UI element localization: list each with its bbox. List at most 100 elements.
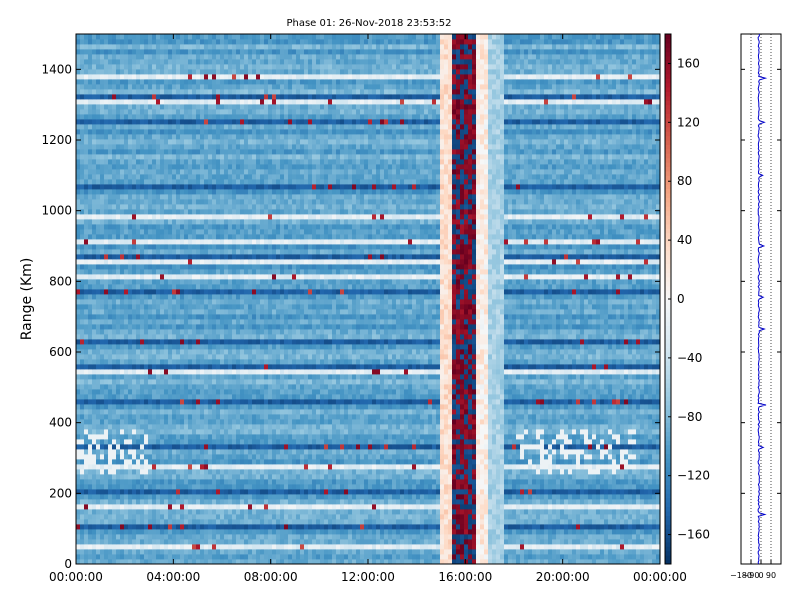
heatmap-cell [424, 459, 429, 465]
heatmap-cell [472, 534, 477, 540]
heatmap-cell [180, 519, 185, 525]
heatmap-cell [624, 444, 629, 450]
heatmap-cell [184, 519, 189, 525]
heatmap-cell [112, 464, 117, 470]
heatmap-cell [312, 429, 317, 435]
heatmap-cell [612, 424, 617, 430]
heatmap-cell [276, 459, 281, 465]
heatmap-cell [440, 454, 445, 460]
heatmap-cell [620, 439, 625, 445]
heatmap-cell [460, 419, 465, 425]
heatmap-cell [80, 454, 85, 460]
heatmap-cell [356, 509, 361, 515]
heatmap-cell [360, 494, 365, 500]
heatmap-cell [340, 489, 345, 495]
heatmap-cell [168, 444, 173, 450]
heatmap-cell [164, 559, 169, 565]
heatmap-cell [132, 494, 137, 500]
heatmap-cell [440, 469, 445, 475]
heatmap-cell [312, 514, 317, 520]
heatmap-cell [608, 419, 613, 425]
heatmap-cell [384, 469, 389, 475]
heatmap-cell [508, 439, 513, 445]
heatmap-cell [92, 414, 97, 420]
heatmap-cell [232, 449, 237, 455]
heatmap-cell [92, 484, 97, 490]
heatmap-cell [320, 549, 325, 555]
heatmap-cell [200, 509, 205, 515]
heatmap-cell [240, 529, 245, 535]
heatmap-cell [248, 509, 253, 515]
heatmap-cell [220, 534, 225, 540]
heatmap-cell [264, 449, 269, 455]
heatmap-cell [536, 474, 541, 480]
heatmap-cell [548, 464, 553, 470]
heatmap-cell [336, 514, 341, 520]
heatmap-cell [412, 439, 417, 445]
heatmap-cell [104, 394, 109, 400]
heatmap-cell [520, 474, 525, 480]
heatmap-cell [348, 489, 353, 495]
heatmap-cell [636, 429, 641, 435]
heatmap-cell [228, 434, 233, 440]
heatmap-cell [496, 559, 501, 565]
heatmap-cell [632, 489, 637, 495]
heatmap-cell [240, 459, 245, 465]
heatmap-cell [384, 404, 389, 410]
heatmap-cell [192, 509, 197, 515]
heatmap-cell [464, 444, 469, 450]
heatmap-cell [520, 484, 525, 490]
heatmap-cell [308, 539, 313, 545]
heatmap-cell [540, 454, 545, 460]
heatmap-cell [620, 464, 625, 470]
heatmap-cell [456, 554, 461, 560]
heatmap-cell [300, 419, 305, 425]
heatmap-cell [396, 444, 401, 450]
heatmap-cell [456, 419, 461, 425]
heatmap-cell [588, 524, 593, 530]
heatmap-cell [540, 549, 545, 555]
heatmap-cell [208, 529, 213, 535]
heatmap-cell [620, 419, 625, 425]
heatmap-cell [624, 489, 629, 495]
heatmap-cell [580, 399, 585, 405]
heatmap-cell [448, 464, 453, 470]
heatmap-cell [328, 399, 333, 405]
heatmap-cell [252, 444, 257, 450]
heatmap-cell [560, 514, 565, 520]
heatmap-cell [152, 424, 157, 430]
heatmap-cell [520, 494, 525, 500]
heatmap-cell [516, 559, 521, 565]
heatmap-cell [200, 504, 205, 510]
heatmap-cell [440, 514, 445, 520]
heatmap-cell [364, 554, 369, 560]
heatmap-cell [632, 399, 637, 405]
heatmap-cell [196, 409, 201, 415]
heatmap-cell [340, 484, 345, 490]
heatmap-cell [428, 524, 433, 530]
heatmap-cell [656, 434, 661, 440]
heatmap-cell [540, 534, 545, 540]
heatmap-cell [108, 429, 113, 435]
heatmap-cell [604, 539, 609, 545]
heatmap-cell [636, 399, 641, 405]
heatmap-cell [300, 394, 305, 400]
heatmap-cell [212, 454, 217, 460]
heatmap-cell [424, 549, 429, 555]
heatmap-cell [152, 534, 157, 540]
heatmap-cell [524, 439, 529, 445]
heatmap-cell [140, 439, 145, 445]
heatmap-cell [84, 429, 89, 435]
heatmap-cell [512, 454, 517, 460]
heatmap-cell [132, 499, 137, 505]
heatmap-cell [296, 509, 301, 515]
heatmap-cell [460, 479, 465, 485]
heatmap-cell [356, 424, 361, 430]
heatmap-cell [560, 549, 565, 555]
heatmap-cell [404, 539, 409, 545]
heatmap-cell [548, 504, 553, 510]
heatmap-cell [484, 474, 489, 480]
heatmap-cell [316, 419, 321, 425]
heatmap-cell [280, 464, 285, 470]
heatmap-cell [440, 499, 445, 505]
